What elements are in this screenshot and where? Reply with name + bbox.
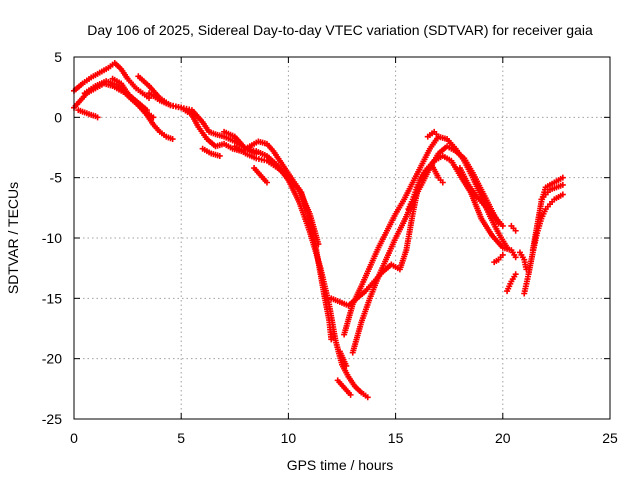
data-point: [216, 152, 223, 159]
data-point: [504, 244, 511, 251]
y-tick-label: -20: [42, 351, 62, 367]
x-tick-label: 15: [388, 430, 404, 446]
data-point: [559, 181, 566, 188]
x-tick-label: 10: [281, 430, 297, 446]
y-tick-label: 0: [54, 109, 62, 125]
x-axis-label: GPS time / hours: [287, 457, 394, 473]
data-point: [169, 136, 176, 143]
data-point: [439, 179, 446, 186]
data-point: [559, 191, 566, 198]
ticks: 0 5 10 15 20 25 5 0 -5 -10 -15 -20 -25: [42, 49, 618, 446]
y-tick-label: 5: [54, 49, 62, 65]
x-tick-label: 20: [495, 430, 511, 446]
data-point: [559, 174, 566, 181]
y-tick-label: -25: [42, 411, 62, 427]
data-point: [253, 150, 260, 157]
data-point: [512, 227, 519, 234]
data-points: [71, 60, 566, 401]
x-tick-label: 5: [177, 430, 185, 446]
data-point: [347, 391, 354, 398]
data-point: [343, 362, 350, 369]
data-point: [523, 266, 530, 273]
data-point: [150, 114, 157, 121]
data-point: [315, 241, 322, 248]
y-tick-label: -15: [42, 290, 62, 306]
data-point: [94, 114, 101, 121]
x-tick-label: 25: [602, 430, 618, 446]
data-point: [512, 254, 519, 261]
y-tick-label: -5: [50, 170, 63, 186]
x-tick-label: 0: [70, 430, 78, 446]
y-tick-label: -10: [42, 230, 62, 246]
chart-title: Day 106 of 2025, Sidereal Day-to-day VTE…: [87, 22, 593, 38]
y-axis-label: SDTVAR / TECUs: [5, 182, 21, 294]
data-point: [263, 179, 270, 186]
data-point: [328, 336, 335, 343]
data-point: [499, 251, 506, 258]
data-point: [499, 222, 506, 229]
data-point: [435, 133, 442, 140]
data-point: [364, 394, 371, 401]
data-point: [512, 271, 519, 278]
